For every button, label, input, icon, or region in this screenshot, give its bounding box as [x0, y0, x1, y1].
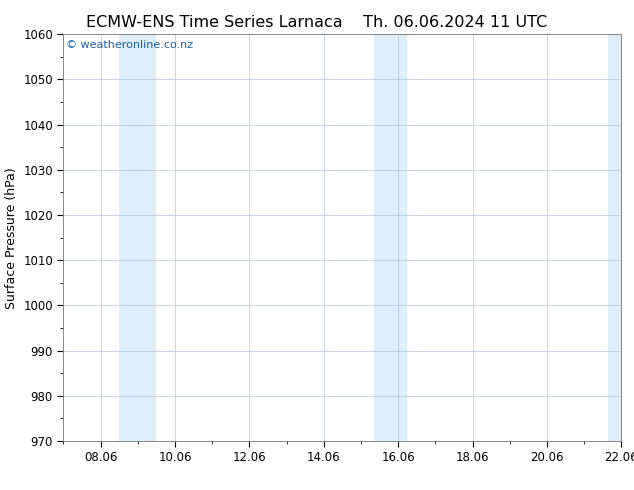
Bar	[608, 34, 621, 441]
Text: © weatheronline.co.nz: © weatheronline.co.nz	[66, 40, 193, 50]
Bar	[119, 34, 133, 441]
Bar	[389, 34, 408, 441]
Text: ECMW-ENS Time Series Larnaca    Th. 06.06.2024 11 UTC: ECMW-ENS Time Series Larnaca Th. 06.06.2…	[86, 15, 548, 30]
Bar	[374, 34, 389, 441]
Y-axis label: Surface Pressure (hPa): Surface Pressure (hPa)	[4, 167, 18, 309]
Bar	[133, 34, 157, 441]
